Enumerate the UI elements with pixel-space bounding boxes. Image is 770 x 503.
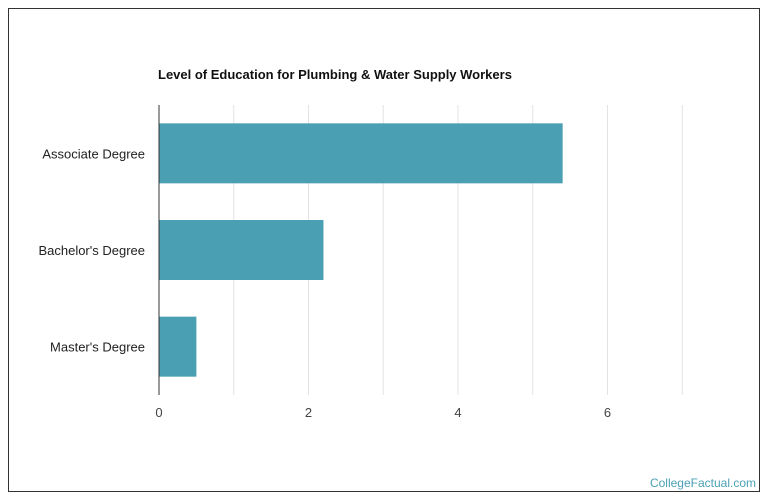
bar: [159, 220, 324, 280]
category-label: Bachelor's Degree: [38, 243, 145, 258]
chart-title: Level of Education for Plumbing & Water …: [158, 67, 512, 82]
bar: [159, 123, 563, 184]
x-tick-label: 4: [454, 405, 461, 420]
chart-frame: [8, 8, 760, 492]
x-tick-label: 6: [604, 405, 611, 420]
category-label: Master's Degree: [50, 340, 145, 355]
category-label: Associate Degree: [42, 146, 145, 161]
bar: [159, 316, 197, 377]
watermark-link[interactable]: CollegeFactual.com: [649, 476, 756, 490]
x-tick-label: 0: [155, 405, 162, 420]
x-tick-label: 2: [305, 405, 312, 420]
